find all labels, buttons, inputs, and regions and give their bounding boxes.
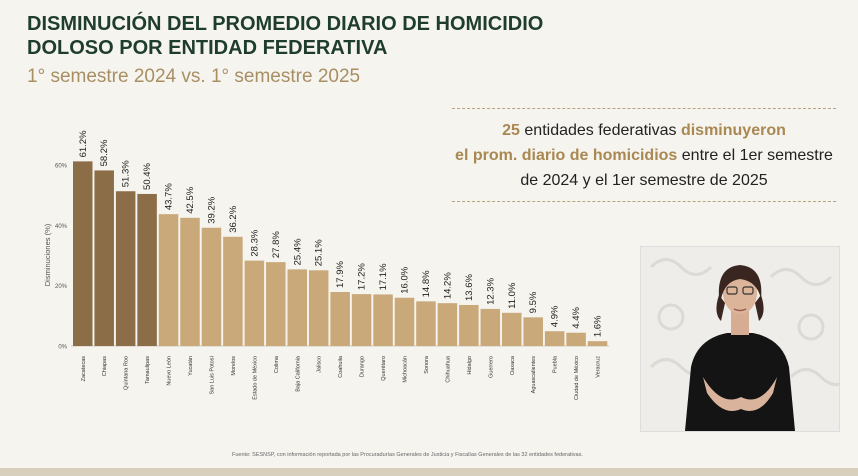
x-tick-label: Chihuahua xyxy=(445,355,451,383)
x-tick-label: Ciudad de México xyxy=(574,356,580,400)
page-title: DISMINUCIÓN DEL PROMEDIO DIARIO DE HOMIC… xyxy=(27,12,587,60)
title-line-2: DOLOSO POR ENTIDAD FEDERATIVA xyxy=(27,37,388,59)
y-axis-label: Disminuciones (%) xyxy=(43,223,52,286)
bar-value-label: 42.5% xyxy=(185,186,196,213)
bar xyxy=(480,308,501,346)
callout-part-3: el prom. diario de homicidios xyxy=(455,147,678,164)
bar xyxy=(94,170,114,346)
bar-value-label: 4.9% xyxy=(550,305,561,327)
x-tick-label: Durango xyxy=(360,356,366,377)
bar-value-label: 17.2% xyxy=(357,263,368,290)
bar xyxy=(373,294,393,346)
bottom-band xyxy=(0,468,858,476)
bar-value-label: 14.8% xyxy=(421,270,432,297)
callout-count: 25 xyxy=(502,122,520,139)
sign-language-interpreter-video xyxy=(640,246,840,432)
bar-value-label: 36.2% xyxy=(228,205,239,232)
callout-part-4: entre el 1er semestre de 2024 y el 1er s… xyxy=(520,147,833,189)
bar xyxy=(115,191,136,346)
y-tick-label: 60% xyxy=(55,164,68,170)
bar xyxy=(502,312,522,346)
x-tick-label: Tamaulipas xyxy=(145,356,151,384)
bar-value-label: 58.2% xyxy=(99,139,110,166)
bar xyxy=(544,331,565,346)
x-tick-label: Hidalgo xyxy=(467,356,473,375)
interpreter-image xyxy=(641,247,839,431)
x-tick-label: Yucatán xyxy=(188,356,194,376)
bar-value-label: 17.1% xyxy=(378,263,389,290)
bar xyxy=(587,341,608,346)
bar-value-label: 61.2% xyxy=(78,130,89,157)
bar xyxy=(394,297,415,346)
x-tick-label: Baja California xyxy=(295,355,301,392)
bar-value-label: 13.6% xyxy=(464,273,475,300)
bar-value-label: 51.3% xyxy=(121,160,132,187)
x-tick-label: Puebla xyxy=(553,355,559,373)
bar xyxy=(158,214,179,346)
x-tick-label: Estado de México xyxy=(252,356,258,400)
bar-value-label: 43.7% xyxy=(164,183,175,210)
bar-value-label: 12.3% xyxy=(485,277,496,304)
bar xyxy=(201,227,222,346)
callout-bottom-divider xyxy=(452,201,836,202)
bar xyxy=(73,161,93,346)
bar xyxy=(266,262,286,346)
bar xyxy=(287,269,307,346)
x-tick-label: Guerrero xyxy=(488,356,494,378)
x-tick-label: Veracruz xyxy=(596,356,602,378)
bar xyxy=(437,303,458,346)
bar-value-label: 39.2% xyxy=(206,196,217,223)
callout-top-divider xyxy=(452,108,836,109)
x-tick-label: Sonora xyxy=(424,355,430,374)
bar xyxy=(523,317,543,346)
x-tick-label: Aguascalientes xyxy=(531,356,537,394)
bar-value-label: 1.6% xyxy=(593,315,604,337)
bar-value-label: 16.0% xyxy=(400,266,411,293)
bar-value-label: 9.5% xyxy=(528,291,539,313)
bar-value-label: 25.4% xyxy=(292,238,303,265)
x-tick-label: Quintana Roo xyxy=(124,356,130,390)
callout-part-2: disminuyeron xyxy=(680,122,786,139)
x-tick-label: Nuevo León xyxy=(167,356,173,386)
bar xyxy=(351,294,372,346)
title-line-1: DISMINUCIÓN DEL PROMEDIO DIARIO DE HOMIC… xyxy=(27,13,544,35)
bar xyxy=(223,236,243,346)
y-tick-label: 40% xyxy=(55,224,68,230)
bar xyxy=(566,332,586,346)
x-tick-label: Colima xyxy=(274,355,280,373)
bar xyxy=(308,270,329,346)
x-tick-label: Jalisco xyxy=(317,356,323,373)
bar-value-label: 28.3% xyxy=(249,229,260,256)
x-tick-label: Michoacán xyxy=(403,356,409,383)
callout-part-1: entidades federativas xyxy=(524,122,677,139)
x-tick-label: San Luis Potosí xyxy=(209,356,215,395)
source-note: Fuente: SESNSP, con información reportad… xyxy=(232,452,583,458)
x-tick-label: Chiapas xyxy=(102,356,108,376)
bar xyxy=(137,193,157,346)
bar xyxy=(180,217,200,346)
x-tick-label: Coahuila xyxy=(338,355,344,378)
bar-value-label: 25.1% xyxy=(314,239,325,266)
bar-value-label: 14.2% xyxy=(442,272,453,299)
bar-value-label: 27.8% xyxy=(271,231,282,258)
page-subtitle: 1° semestre 2024 vs. 1° semestre 2025 xyxy=(27,66,361,87)
bar-value-label: 11.0% xyxy=(507,282,518,309)
x-tick-label: Morelos xyxy=(231,356,237,376)
bar xyxy=(416,301,436,346)
bar xyxy=(330,292,350,346)
callout-text: 25 entidades federativas disminuyeron el… xyxy=(452,118,836,193)
x-tick-label: Oaxaca xyxy=(510,355,516,375)
x-tick-label: Zacatecas xyxy=(81,356,87,382)
x-tick-label: Querétaro xyxy=(381,356,387,381)
y-tick-label: 20% xyxy=(55,284,68,290)
y-tick-label: 0% xyxy=(58,345,67,351)
bar xyxy=(459,304,479,346)
bar-value-label: 50.4% xyxy=(142,162,153,189)
bar xyxy=(244,260,265,346)
bar-value-label: 4.4% xyxy=(571,307,582,329)
bar-value-label: 17.9% xyxy=(335,261,346,288)
